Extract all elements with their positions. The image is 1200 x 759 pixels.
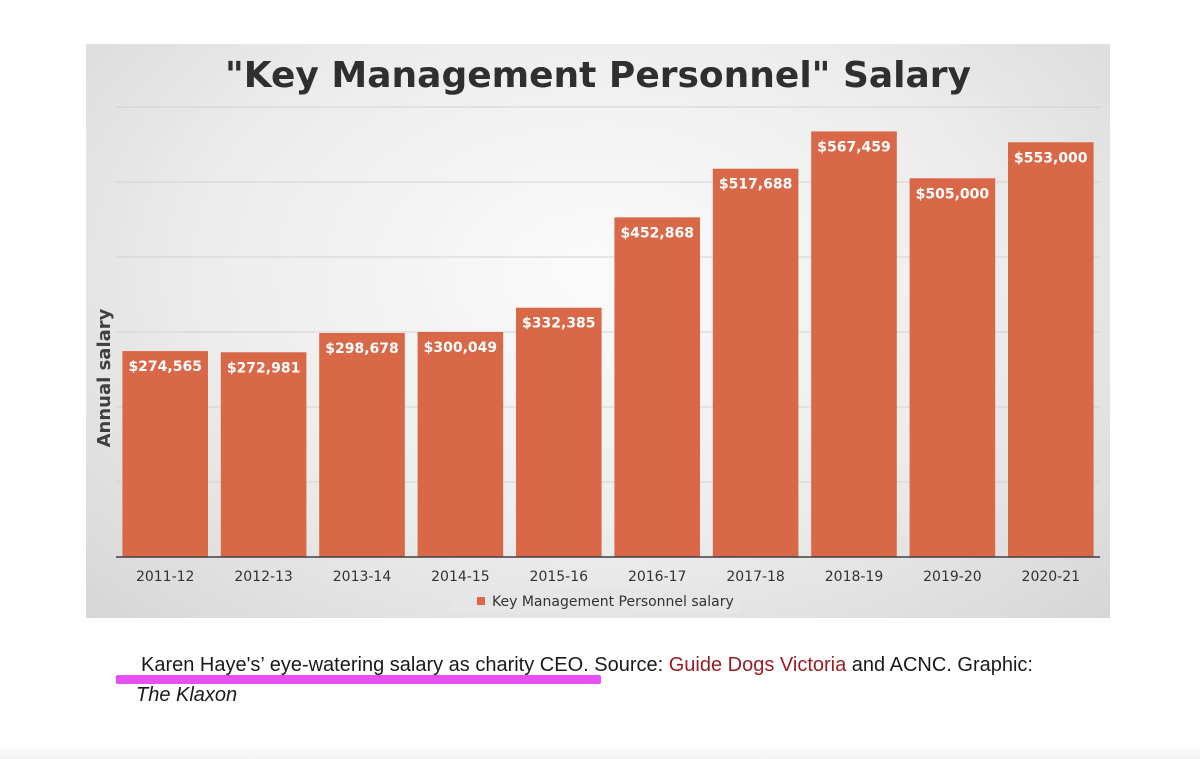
x-tick-label-2017-18: 2017-18	[726, 569, 785, 585]
bar-2016-17	[614, 217, 701, 557]
x-tick-label-2016-17: 2016-17	[628, 569, 687, 585]
data-label-2013-14: $298,678	[325, 341, 399, 357]
x-tick-label-2012-13: 2012-13	[234, 569, 293, 585]
caption-credit: The Klaxon	[136, 684, 238, 706]
bars	[122, 131, 1094, 557]
x-tick-label-2015-16: 2015-16	[530, 569, 589, 585]
data-label-2015-16: $332,385	[522, 316, 596, 332]
bar-2018-19	[811, 131, 897, 557]
bar-2011-12	[122, 351, 209, 557]
bar-2020-21	[1007, 142, 1094, 557]
x-tick-label-2019-20: 2019-20	[923, 569, 982, 585]
chart-panel: "Key Management Personnel" Salary Annual…	[86, 44, 1110, 618]
data-label-2016-17: $452,868	[620, 225, 694, 241]
chart-title: "Key Management Personnel" Salary	[225, 55, 971, 96]
data-label-2019-20: $505,000	[916, 186, 990, 202]
legend: Key Management Personnel salary	[450, 589, 740, 613]
legend-label: Key Management Personnel salary	[492, 594, 734, 610]
data-label-2017-18: $517,688	[719, 177, 793, 193]
page-bottom-edge	[0, 744, 1200, 759]
data-labels: $274,565 $272,981 $298,678 $300,049 $332,385…	[128, 139, 1087, 376]
bar-2014-15	[417, 331, 504, 557]
guide-dogs-victoria-link[interactable]: Guide Dogs Victoria	[668, 654, 847, 676]
legend-swatch	[477, 597, 485, 605]
caption-text-after: and ACNC. Graphic:	[846, 654, 1033, 676]
y-axis-label: Annual salary	[94, 308, 115, 447]
bar-2012-13	[220, 352, 307, 557]
bar-2013-14	[319, 332, 405, 557]
caption-highlight-underline	[116, 675, 601, 684]
caption-text: Karen Haye's’ eye-watering salary as cha…	[141, 654, 669, 676]
x-tick-label-2011-12: 2011-12	[136, 569, 195, 585]
data-label-2014-15: $300,049	[424, 340, 498, 356]
x-tick-labels: 2011-12 2012-13 2013-14 2014-15 2015-16 2016-…	[136, 569, 1080, 585]
x-tick-label-2014-15: 2014-15	[431, 569, 490, 585]
data-label-2011-12: $274,565	[128, 359, 202, 375]
caption: Karen Haye's’ eye-watering salary as cha…	[116, 650, 1076, 710]
data-label-2012-13: $272,981	[227, 360, 301, 376]
bar-2015-16	[515, 307, 602, 557]
data-label-2018-19: $567,459	[817, 139, 891, 155]
x-tick-label-2018-19: 2018-19	[825, 569, 884, 585]
bar-chart: "Key Management Personnel" Salary Annual…	[94, 55, 1100, 613]
bar-2019-20	[909, 178, 996, 557]
bar-2017-18	[712, 168, 799, 557]
legend-background	[450, 589, 740, 613]
x-tick-label-2020-21: 2020-21	[1022, 569, 1081, 585]
data-label-2020-21: $553,000	[1014, 150, 1088, 166]
x-tick-label-2013-14: 2013-14	[333, 569, 392, 585]
